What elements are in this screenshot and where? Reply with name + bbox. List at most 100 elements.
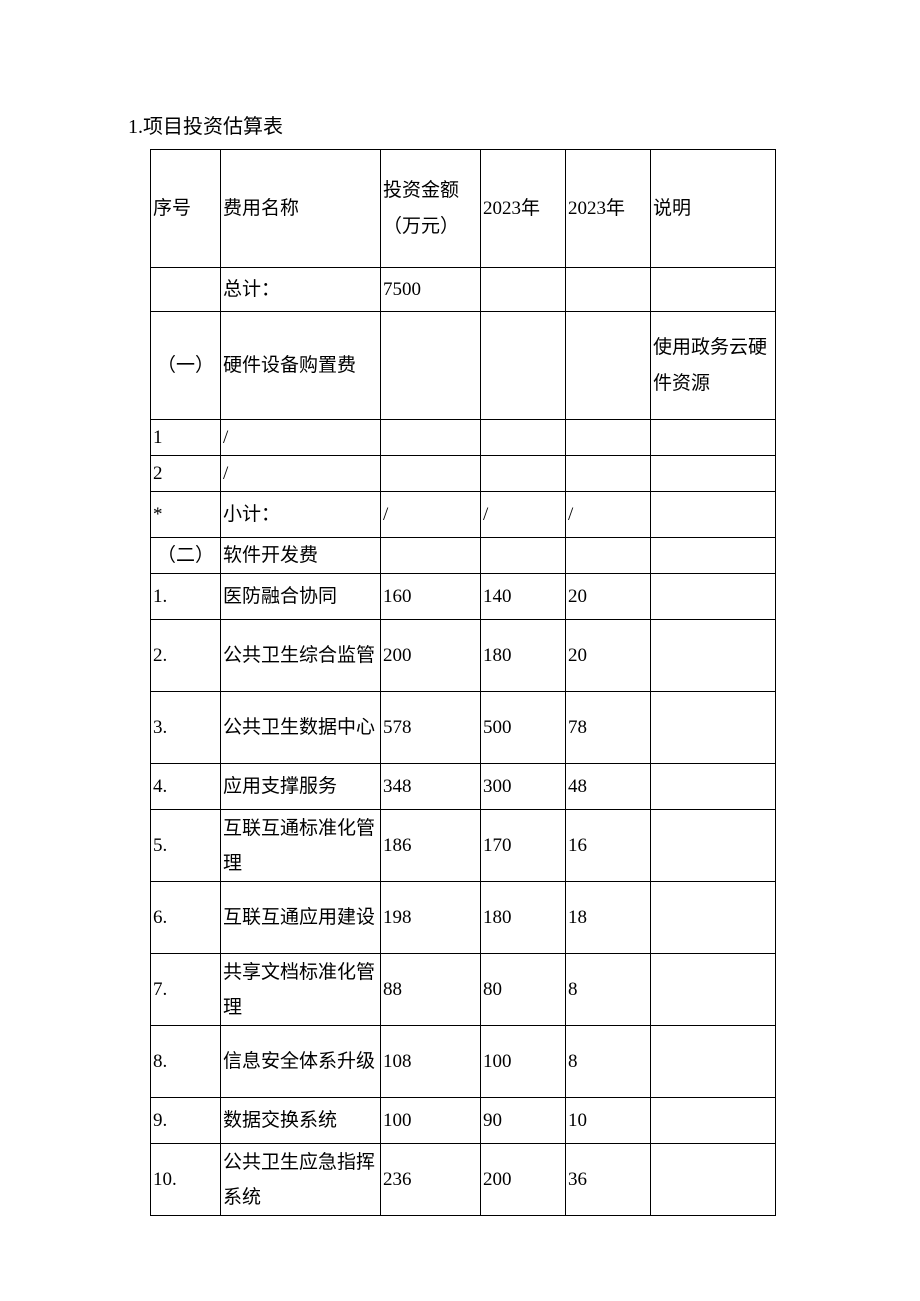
cell-year1 [481,538,566,574]
table-header-row: 序号 费用名称 投资金额（万元） 2023年 2023年 说明 [151,150,776,268]
document-title: 1.项目投资估算表 [128,110,800,139]
table-row: 10.公共卫生应急指挥系统23620036 [151,1144,776,1216]
cell-seq: * [151,492,221,538]
table-row: 5.互联互通标准化管理18617016 [151,810,776,882]
cell-seq: 5. [151,810,221,882]
cell-name: 应用支撑服务 [221,764,381,810]
cell-note [651,882,776,954]
cell-year2: 18 [566,882,651,954]
cell-year2 [566,538,651,574]
cell-note [651,764,776,810]
cell-amount [381,420,481,456]
cell-amount [381,538,481,574]
cell-name: 公共卫生应急指挥系统 [221,1144,381,1216]
cell-note [651,574,776,620]
header-name: 费用名称 [221,150,381,268]
cell-year2: 48 [566,764,651,810]
cell-name: 医防融合协同 [221,574,381,620]
table-row: 2/ [151,456,776,492]
cell-amount: / [381,492,481,538]
cell-name: 软件开发费 [221,538,381,574]
cell-seq: 4. [151,764,221,810]
cell-note [651,620,776,692]
cell-seq: 3. [151,692,221,764]
table-row: 1/ [151,420,776,456]
cell-seq: 9. [151,1098,221,1144]
cell-year1 [481,268,566,312]
cell-name: 互联互通标准化管理 [221,810,381,882]
header-year1: 2023年 [481,150,566,268]
cell-name: 公共卫生数据中心 [221,692,381,764]
cell-name: 信息安全体系升级 [221,1026,381,1098]
cell-amount: 108 [381,1026,481,1098]
cell-note [651,538,776,574]
header-seq: 序号 [151,150,221,268]
header-note: 说明 [651,150,776,268]
header-year2: 2023年 [566,150,651,268]
cell-amount: 200 [381,620,481,692]
cell-year1: 100 [481,1026,566,1098]
cell-year1: 140 [481,574,566,620]
cell-year2 [566,456,651,492]
cell-year1: 180 [481,882,566,954]
cell-year1: 170 [481,810,566,882]
cell-amount: 236 [381,1144,481,1216]
table-row: *小计：/// [151,492,776,538]
table-row: （二）软件开发费 [151,538,776,574]
cell-year1: 90 [481,1098,566,1144]
cell-seq: 10. [151,1144,221,1216]
cell-amount: 186 [381,810,481,882]
cell-seq: （二） [151,538,221,574]
cell-seq: 6. [151,882,221,954]
table-row: 9.数据交换系统1009010 [151,1098,776,1144]
cell-year1: / [481,492,566,538]
cell-year1: 300 [481,764,566,810]
cell-name: / [221,420,381,456]
cell-name: 公共卫生综合监管 [221,620,381,692]
cell-year2: 8 [566,1026,651,1098]
table-row: 总计：7500 [151,268,776,312]
budget-table: 序号 费用名称 投资金额（万元） 2023年 2023年 说明 总计：7500（… [150,149,776,1216]
cell-amount: 7500 [381,268,481,312]
cell-seq: 1. [151,574,221,620]
cell-year2: / [566,492,651,538]
cell-seq: 2 [151,456,221,492]
cell-note [651,1026,776,1098]
cell-year2 [566,420,651,456]
cell-seq: 2. [151,620,221,692]
cell-year1: 200 [481,1144,566,1216]
cell-amount: 198 [381,882,481,954]
cell-note [651,420,776,456]
table-row: 6.互联互通应用建设19818018 [151,882,776,954]
cell-note [651,492,776,538]
cell-name: 数据交换系统 [221,1098,381,1144]
cell-amount: 348 [381,764,481,810]
cell-name: 共享文档标准化管理 [221,954,381,1026]
cell-seq: 7. [151,954,221,1026]
cell-amount: 100 [381,1098,481,1144]
cell-amount: 578 [381,692,481,764]
cell-name: 小计： [221,492,381,538]
cell-name: 硬件设备购置费 [221,312,381,420]
cell-seq [151,268,221,312]
header-amount: 投资金额（万元） [381,150,481,268]
cell-note [651,810,776,882]
cell-year2: 16 [566,810,651,882]
cell-note [651,1144,776,1216]
table-row: 1.医防融合协同16014020 [151,574,776,620]
table-row: 8.信息安全体系升级1081008 [151,1026,776,1098]
cell-year2 [566,268,651,312]
table-row: 2.公共卫生综合监管20018020 [151,620,776,692]
cell-seq: 1 [151,420,221,456]
cell-amount: 88 [381,954,481,1026]
cell-year2: 36 [566,1144,651,1216]
cell-year1: 80 [481,954,566,1026]
table-row: 3.公共卫生数据中心57850078 [151,692,776,764]
cell-year2 [566,312,651,420]
table-row: （一）硬件设备购置费使用政务云硬件资源 [151,312,776,420]
cell-amount: 160 [381,574,481,620]
cell-year2: 8 [566,954,651,1026]
cell-note [651,456,776,492]
cell-year1 [481,456,566,492]
cell-note [651,954,776,1026]
